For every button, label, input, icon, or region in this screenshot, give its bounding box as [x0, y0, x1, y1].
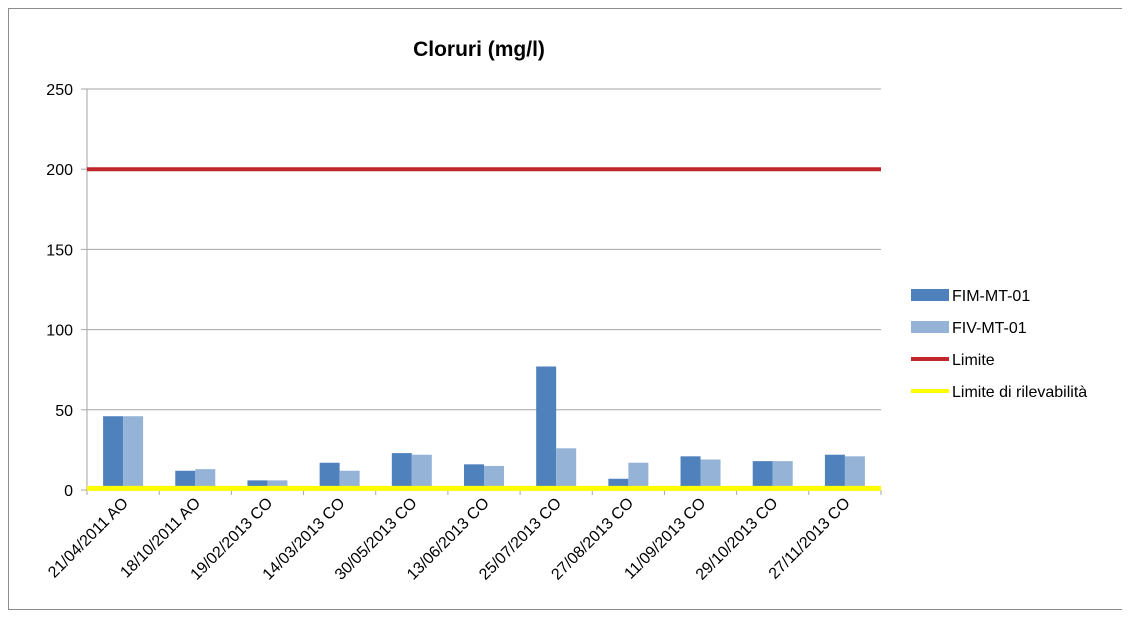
chart-title: Cloruri (mg/l) [413, 38, 545, 61]
bar-FIV-MT-01-13/06/2013 CO [484, 465, 504, 490]
legend-swatch-FIV-MT-01 [911, 321, 949, 333]
bar-FIM-MT-01-30/05/2013 CO [391, 453, 412, 490]
bar-FIV-MT-01-18/10/2011 AO [195, 469, 216, 490]
bars [103, 366, 865, 490]
legend-swatch-FIM-MT-01 [911, 289, 949, 301]
legend-label: FIV-MT-01 [952, 320, 1027, 337]
legend-label: Limite di rilevabilità [952, 384, 1087, 401]
bar-FIV-MT-01-29/10/2013 CO [772, 461, 793, 490]
chart-svg: Cloruri (mg/l) 0 50 100 150 200 250 21/04/201… [45, 38, 1087, 584]
bar-FIV-MT-01-14/03/2013 CO [339, 470, 360, 490]
bar-FIV-MT-01-21/04/2011 AO [123, 416, 144, 490]
legend: FIM-MT-01 FIV-MT-01 Limite Limite di rileva… [911, 288, 1087, 401]
y-tick-label: 50 [55, 403, 73, 420]
bar-FIM-MT-01-29/10/2013 CO [752, 461, 773, 490]
bar-FIM-MT-01-21/04/2011 AO [103, 416, 124, 490]
bar-FIV-MT-01-19/02/2013 CO [267, 480, 288, 490]
legend-label: Limite [952, 352, 995, 369]
bar-FIV-MT-01-11/09/2013 CO [700, 459, 721, 490]
bar-FIV-MT-01-25/07/2013 CO [556, 448, 577, 490]
y-tick-label: 200 [46, 162, 73, 179]
bar-FIM-MT-01-19/02/2013 CO [247, 480, 268, 490]
bar-FIV-MT-01-27/08/2013 CO [628, 462, 649, 490]
y-tick-label: 0 [64, 483, 73, 500]
bar-FIM-MT-01-27/08/2013 CO [608, 478, 629, 490]
bar-FIM-MT-01-27/11/2013 CO [824, 454, 845, 490]
bar-FIM-MT-01-13/06/2013 CO [464, 464, 484, 490]
bar-FIM-MT-01-18/10/2011 AO [175, 470, 196, 490]
y-tick-label: 150 [46, 242, 73, 259]
y-axis-ticks: 0 50 100 150 200 250 [46, 82, 73, 500]
bar-FIV-MT-01-27/11/2013 CO [844, 456, 865, 490]
bar-FIM-MT-01-25/07/2013 CO [536, 366, 557, 490]
y-tick-label: 250 [46, 82, 73, 99]
legend-label: FIM-MT-01 [952, 288, 1030, 305]
grid [81, 88, 882, 495]
bar-FIM-MT-01-11/09/2013 CO [680, 456, 701, 490]
chart-frame: Cloruri (mg/l) 0 50 100 150 200 250 21/04/201… [8, 8, 1122, 610]
bar-FIM-MT-01-14/03/2013 CO [319, 462, 340, 490]
y-tick-label: 100 [46, 323, 73, 340]
reference-lines [87, 167, 881, 491]
bar-FIV-MT-01-30/05/2013 CO [411, 454, 432, 490]
